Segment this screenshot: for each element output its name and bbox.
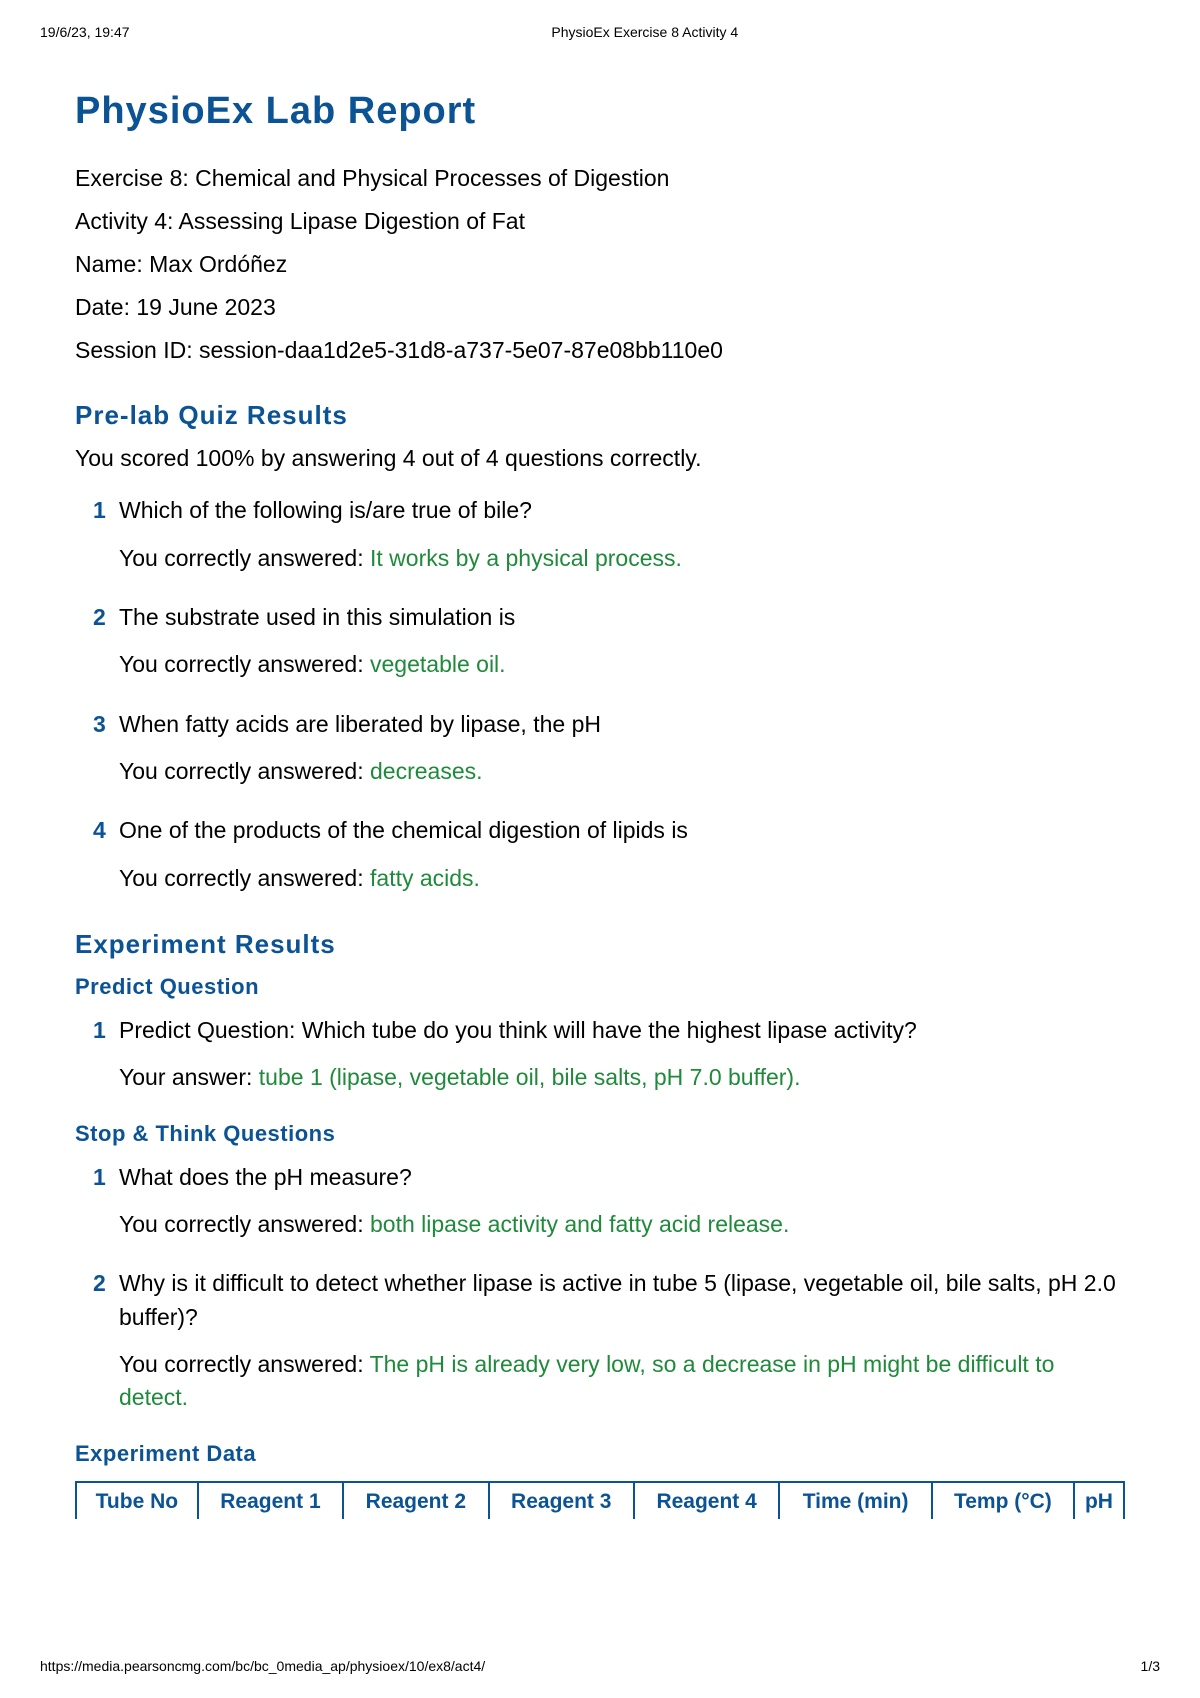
- col-reagent-2: Reagent 2: [343, 1482, 488, 1519]
- ans-prefix: You correctly answered:: [119, 1211, 370, 1237]
- col-time: Time (min): [779, 1482, 932, 1519]
- q-number: 2: [93, 601, 119, 634]
- footer-url: https://media.pearsoncmg.com/bc/bc_0medi…: [40, 1658, 485, 1674]
- prelab-score: You scored 100% by answering 4 out of 4 …: [75, 445, 1125, 472]
- print-header: 19/6/23, 19:47 PhysioEx Exercise 8 Activ…: [40, 24, 1160, 40]
- table-header-row: Tube No Reagent 1 Reagent 2 Reagent 3 Re…: [76, 1482, 1124, 1519]
- ans-text: It works by a physical process.: [370, 545, 682, 571]
- ans-prefix: You correctly answered:: [119, 758, 370, 784]
- experiment-heading: Experiment Results: [75, 929, 1125, 960]
- q-number: 2: [93, 1267, 119, 1300]
- q-number: 1: [93, 494, 119, 527]
- q-number: 1: [93, 1161, 119, 1194]
- q-number: 4: [93, 814, 119, 847]
- ans-text: both lipase activity and fatty acid rele…: [370, 1211, 789, 1237]
- col-temp: Temp (°C): [932, 1482, 1074, 1519]
- meta-name: Name: Max Ordóñez: [75, 249, 1125, 280]
- ans-text: vegetable oil.: [370, 651, 506, 677]
- q-text: Why is it difficult to detect whether li…: [119, 1267, 1125, 1334]
- ans-prefix: You correctly answered:: [119, 545, 370, 571]
- q-number: 3: [93, 708, 119, 741]
- expdata-heading: Experiment Data: [75, 1441, 1125, 1467]
- ans-text: decreases.: [370, 758, 483, 784]
- ans-prefix: You correctly answered:: [119, 1351, 370, 1377]
- meta-date: Date: 19 June 2023: [75, 292, 1125, 323]
- meta-activity: Activity 4: Assessing Lipase Digestion o…: [75, 206, 1125, 237]
- meta-exercise: Exercise 8: Chemical and Physical Proces…: [75, 163, 1125, 194]
- q-text: Predict Question: Which tube do you thin…: [119, 1014, 1125, 1047]
- experiment-data-table: Tube No Reagent 1 Reagent 2 Reagent 3 Re…: [75, 1481, 1125, 1519]
- prelab-heading: Pre-lab Quiz Results: [75, 400, 1125, 431]
- prelab-q3: 3When fatty acids are liberated by lipas…: [93, 708, 1125, 789]
- col-ph: pH: [1074, 1482, 1124, 1519]
- meta-session: Session ID: session-daa1d2e5-31d8-a737-5…: [75, 335, 1125, 366]
- prelab-q4: 4One of the products of the chemical dig…: [93, 814, 1125, 895]
- prelab-q1: 1Which of the following is/are true of b…: [93, 494, 1125, 575]
- q-text: What does the pH measure?: [119, 1161, 1125, 1194]
- predict-heading: Predict Question: [75, 974, 1125, 1000]
- page-title: PhysioEx Lab Report: [75, 90, 1125, 133]
- ans-prefix: Your answer:: [119, 1064, 259, 1090]
- ans-prefix: You correctly answered:: [119, 865, 370, 891]
- col-tube-no: Tube No: [76, 1482, 198, 1519]
- col-reagent-3: Reagent 3: [489, 1482, 634, 1519]
- page-content: PhysioEx Lab Report Exercise 8: Chemical…: [75, 90, 1125, 1519]
- meta-block: Exercise 8: Chemical and Physical Proces…: [75, 163, 1125, 366]
- q-text: When fatty acids are liberated by lipase…: [119, 708, 1125, 741]
- ans-text: fatty acids.: [370, 865, 480, 891]
- col-reagent-4: Reagent 4: [634, 1482, 779, 1519]
- print-timestamp: 19/6/23, 19:47: [40, 24, 130, 40]
- print-doctitle: PhysioEx Exercise 8 Activity 4: [40, 24, 1160, 40]
- q-number: 1: [93, 1014, 119, 1047]
- q-text: Which of the following is/are true of bi…: [119, 494, 1125, 527]
- stopthink-q1: 1What does the pH measure? You correctly…: [93, 1161, 1125, 1242]
- ans-text: tube 1 (lipase, vegetable oil, bile salt…: [259, 1064, 801, 1090]
- q-text: One of the products of the chemical dige…: [119, 814, 1125, 847]
- stopthink-heading: Stop & Think Questions: [75, 1121, 1125, 1147]
- q-text: The substrate used in this simulation is: [119, 601, 1125, 634]
- ans-prefix: You correctly answered:: [119, 651, 370, 677]
- footer-pageno: 1/3: [1141, 1658, 1160, 1674]
- print-footer: https://media.pearsoncmg.com/bc/bc_0medi…: [40, 1658, 1160, 1674]
- prelab-q2: 2The substrate used in this simulation i…: [93, 601, 1125, 682]
- col-reagent-1: Reagent 1: [198, 1482, 343, 1519]
- stopthink-q2: 2Why is it difficult to detect whether l…: [93, 1267, 1125, 1414]
- predict-q1: 1Predict Question: Which tube do you thi…: [93, 1014, 1125, 1095]
